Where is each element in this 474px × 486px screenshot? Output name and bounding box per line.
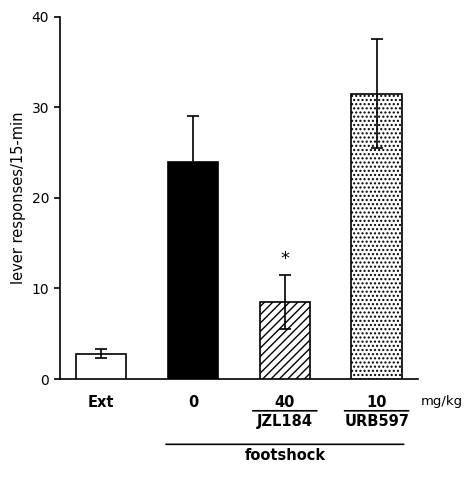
Text: 0: 0: [188, 396, 198, 410]
Text: JZL184: JZL184: [257, 415, 313, 430]
Bar: [351, 94, 402, 379]
Text: *: *: [280, 250, 289, 268]
Text: Ext: Ext: [88, 396, 115, 410]
Y-axis label: lever responses/15-min: lever responses/15-min: [11, 112, 26, 284]
Text: footshock: footshock: [244, 448, 326, 463]
Text: 40: 40: [274, 396, 295, 410]
Text: mg/kg: mg/kg: [421, 396, 463, 408]
Text: 10: 10: [366, 396, 387, 410]
Text: URB597: URB597: [344, 415, 409, 430]
Bar: [260, 302, 310, 379]
Bar: [168, 162, 219, 379]
Bar: [76, 354, 127, 379]
